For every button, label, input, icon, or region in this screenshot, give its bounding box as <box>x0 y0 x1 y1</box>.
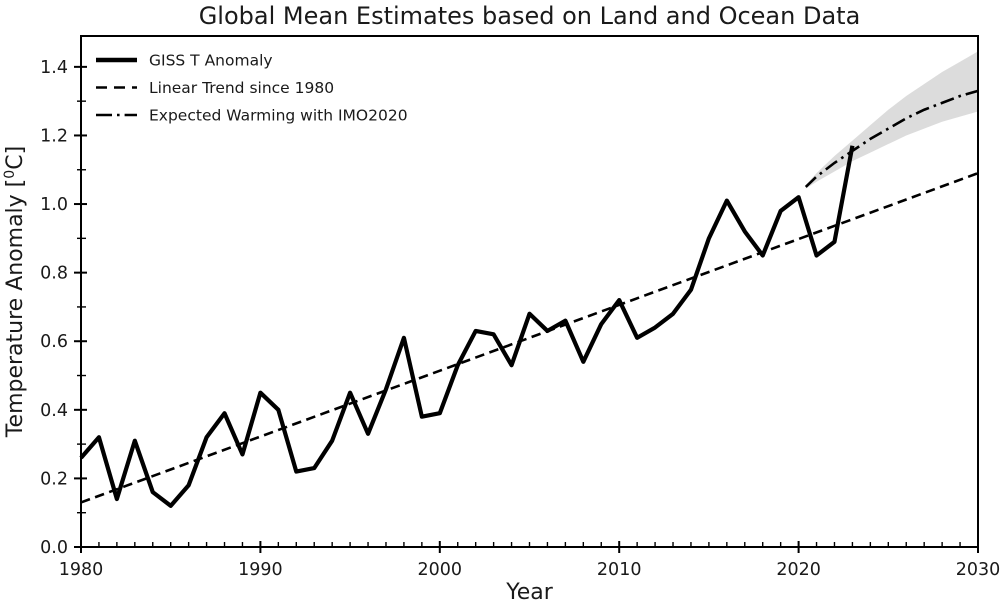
x-tick-label: 2030 <box>956 560 1000 580</box>
y-tick-label: 1.2 <box>40 126 68 146</box>
y-axis-ticks <box>74 65 87 548</box>
series-line-dashed <box>80 171 979 504</box>
x-tick-label: 2010 <box>597 560 642 580</box>
y-tick-label: 1.4 <box>40 58 68 78</box>
series-line-dashdot <box>804 89 979 188</box>
legend-label: Expected Warming with IMO2020 <box>149 107 408 125</box>
y-tick-label: 0.6 <box>40 332 68 352</box>
y-tick-label: 0.4 <box>40 401 68 421</box>
x-tick-label: 2000 <box>418 560 463 580</box>
legend-label: Linear Trend since 1980 <box>149 79 334 97</box>
y-tick-label: 0.2 <box>40 469 68 489</box>
legend-item-dashed: Linear Trend since 1980 <box>96 79 334 97</box>
legend-item-dashdot: Expected Warming with IMO2020 <box>96 107 408 125</box>
y-axis-label: Temperature Anomaly [0C] <box>2 146 28 438</box>
x-tick-label: 1990 <box>238 560 283 580</box>
x-tick-label: 2020 <box>776 560 821 580</box>
chart-title: Global Mean Estimates based on Land and … <box>199 2 861 30</box>
x-axis-label: Year <box>505 580 554 605</box>
series-line-solid <box>79 145 855 508</box>
y-tick-label: 0.8 <box>40 264 68 284</box>
legend-item-solid: GISS T Anomaly <box>96 52 273 70</box>
y-tick-label: 0.0 <box>40 538 68 558</box>
legend-label: GISS T Anomaly <box>149 52 273 70</box>
x-tick-label: 1980 <box>59 560 104 580</box>
x-axis-ticks <box>80 541 979 553</box>
y-tick-label: 1.0 <box>40 195 68 215</box>
